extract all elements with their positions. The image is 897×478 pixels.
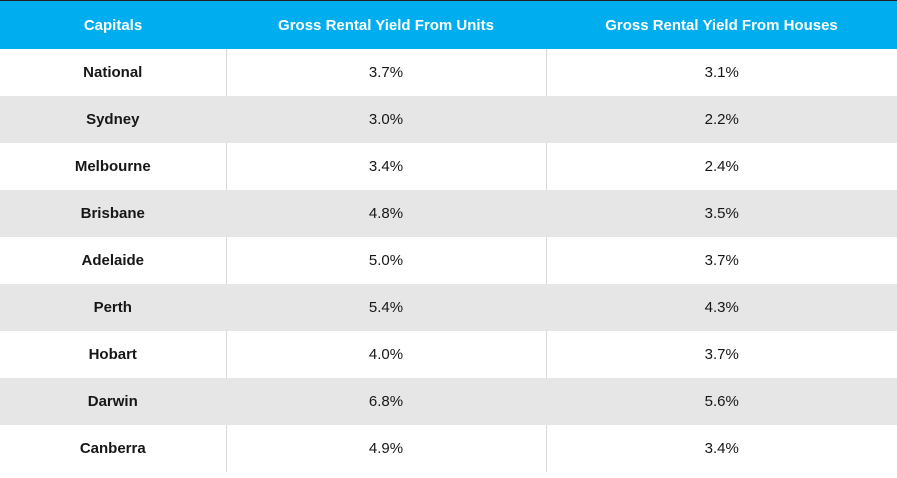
houses-yield-cell: 3.1% (545, 49, 897, 96)
header-houses-yield: Gross Rental Yield From Houses (546, 0, 897, 49)
table-row-melbourne: Melbourne 3.4% 2.4% (0, 143, 897, 190)
capital-cell: Canberra (0, 425, 226, 472)
units-yield-cell: 3.4% (225, 143, 546, 190)
table-row-canberra: Canberra 4.9% 3.4% (0, 425, 897, 472)
header-capitals: Capitals (0, 0, 226, 49)
table-row-hobart: Hobart 4.0% 3.7% (0, 331, 897, 378)
header-units-yield: Gross Rental Yield From Units (226, 0, 546, 49)
units-yield-cell: 4.9% (225, 425, 546, 472)
units-yield-cell: 4.0% (225, 331, 546, 378)
houses-yield-cell: 3.7% (545, 331, 897, 378)
units-yield-cell: 5.0% (225, 237, 546, 284)
units-yield-cell: 6.8% (225, 378, 546, 425)
units-yield-cell: 3.0% (225, 96, 546, 143)
capital-cell: Brisbane (0, 190, 226, 237)
table-row-perth: Perth 5.4% 4.3% (0, 284, 897, 331)
houses-yield-cell: 3.5% (545, 190, 897, 237)
units-yield-cell: 4.8% (225, 190, 546, 237)
houses-yield-cell: 4.3% (545, 284, 897, 331)
capital-cell: Melbourne (0, 143, 226, 190)
table-row-adelaide: Adelaide 5.0% 3.7% (0, 237, 897, 284)
units-yield-cell: 5.4% (225, 284, 546, 331)
table-row-national: National 3.7% 3.1% (0, 49, 897, 96)
houses-yield-cell: 3.7% (545, 237, 897, 284)
houses-yield-cell: 2.2% (545, 96, 897, 143)
capital-cell: Hobart (0, 331, 226, 378)
capital-cell: Sydney (0, 96, 226, 143)
table-row-sydney: Sydney 3.0% 2.2% (0, 96, 897, 143)
table-row-darwin: Darwin 6.8% 5.6% (0, 378, 897, 425)
houses-yield-cell: 5.6% (545, 378, 897, 425)
capital-cell: Darwin (0, 378, 226, 425)
capital-cell: Perth (0, 284, 226, 331)
houses-yield-cell: 3.4% (545, 425, 897, 472)
houses-yield-cell: 2.4% (545, 143, 897, 190)
capital-cell: National (0, 49, 226, 96)
header-row: Capitals Gross Rental Yield From Units G… (0, 0, 897, 49)
capital-cell: Adelaide (0, 237, 226, 284)
units-yield-cell: 3.7% (225, 49, 546, 96)
table-row-brisbane: Brisbane 4.8% 3.5% (0, 190, 897, 237)
